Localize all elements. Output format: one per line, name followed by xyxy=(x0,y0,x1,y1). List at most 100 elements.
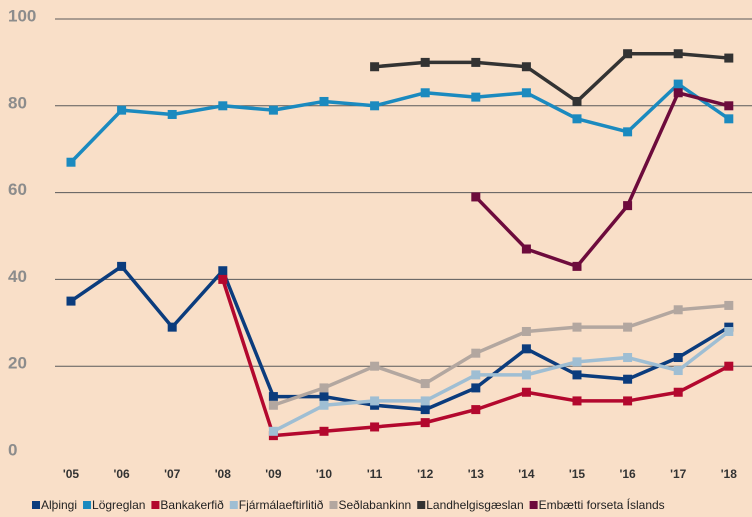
x-tick-label: '13 xyxy=(468,467,485,481)
point-marker xyxy=(673,366,683,376)
point-marker xyxy=(370,422,380,432)
point-marker xyxy=(724,300,734,310)
point-marker xyxy=(218,274,228,284)
point-marker xyxy=(724,101,734,111)
point-marker xyxy=(218,101,228,111)
series-line xyxy=(69,82,730,164)
point-marker xyxy=(319,426,329,436)
y-tick-label: 80 xyxy=(8,93,27,112)
legend-swatch xyxy=(229,501,238,509)
point-marker xyxy=(572,114,582,124)
legend-swatch xyxy=(32,501,40,509)
point-marker xyxy=(370,361,380,371)
point-marker xyxy=(673,387,683,397)
point-marker xyxy=(471,57,481,67)
point-marker xyxy=(572,370,582,380)
point-marker xyxy=(167,322,177,332)
point-marker xyxy=(420,418,430,428)
x-tick-label: '09 xyxy=(265,467,282,481)
legend-swatch xyxy=(329,501,338,509)
point-marker xyxy=(521,387,531,397)
point-marker xyxy=(521,344,531,354)
point-marker xyxy=(521,62,531,72)
legend-swatch xyxy=(151,501,160,509)
legend-label: Landhelgisgæslan xyxy=(426,498,523,512)
x-tick-label: '05 xyxy=(63,467,80,481)
point-marker xyxy=(420,57,430,67)
point-marker xyxy=(471,405,481,415)
point-marker xyxy=(218,266,228,276)
point-marker xyxy=(724,361,734,371)
point-marker xyxy=(319,392,329,402)
point-marker xyxy=(673,49,683,59)
point-marker xyxy=(521,244,531,254)
legend-label: Embætti forseta Íslands xyxy=(539,497,665,512)
point-marker xyxy=(319,96,329,106)
legend-label: Alþingi xyxy=(41,498,77,512)
point-marker xyxy=(572,261,582,271)
legend-label: Fjármálaeftirlitið xyxy=(239,498,324,512)
point-marker xyxy=(420,396,430,406)
x-tick-label: '15 xyxy=(569,467,586,481)
point-marker xyxy=(572,96,582,106)
point-marker xyxy=(521,88,531,98)
x-tick-label: '12 xyxy=(417,467,434,481)
series-line xyxy=(374,51,729,104)
legend-swatch xyxy=(529,501,538,509)
point-marker xyxy=(724,114,734,124)
y-tick-label: 0 xyxy=(8,440,17,459)
series-line xyxy=(272,303,729,407)
legend-label: Seðlabankinn xyxy=(338,498,411,512)
point-marker xyxy=(572,357,582,367)
point-marker xyxy=(471,348,481,358)
point-marker xyxy=(673,88,683,98)
point-marker xyxy=(117,105,127,115)
point-marker xyxy=(521,326,531,336)
point-marker xyxy=(471,92,481,102)
point-marker xyxy=(370,62,380,72)
point-marker xyxy=(623,322,633,332)
legend-swatch xyxy=(83,501,92,509)
y-tick-label: 100 xyxy=(8,6,36,25)
x-tick-label: '08 xyxy=(215,467,232,481)
point-marker xyxy=(319,383,329,393)
x-tick-label: '14 xyxy=(518,467,535,481)
point-marker xyxy=(268,400,278,410)
point-marker xyxy=(420,405,430,415)
x-tick-label: '10 xyxy=(316,467,333,481)
point-marker xyxy=(572,396,582,406)
legend-label: Lögreglan xyxy=(92,498,145,512)
y-tick-label: 20 xyxy=(8,354,27,373)
x-tick-label: '16 xyxy=(619,467,636,481)
x-tick-label: '06 xyxy=(113,467,130,481)
x-tick-label: '07 xyxy=(164,467,181,481)
legend-swatch xyxy=(417,501,426,509)
point-marker xyxy=(623,201,633,211)
point-marker xyxy=(66,157,76,167)
point-marker xyxy=(623,396,633,406)
point-marker xyxy=(471,383,481,393)
point-marker xyxy=(623,374,633,384)
point-marker xyxy=(623,353,633,363)
point-marker xyxy=(268,426,278,436)
point-marker xyxy=(117,261,127,271)
x-tick-label: '18 xyxy=(721,467,738,481)
point-marker xyxy=(623,127,633,137)
point-marker xyxy=(370,101,380,111)
point-marker xyxy=(572,322,582,332)
point-marker xyxy=(673,79,683,89)
point-marker xyxy=(471,370,481,380)
point-marker xyxy=(268,392,278,402)
point-marker xyxy=(66,296,76,306)
point-marker xyxy=(319,400,329,410)
point-marker xyxy=(370,396,380,406)
point-marker xyxy=(623,49,633,59)
y-tick-label: 40 xyxy=(8,267,27,286)
legend-label: Bankakerfið xyxy=(160,498,224,512)
point-marker xyxy=(673,353,683,363)
y-tick-label: 60 xyxy=(8,180,27,199)
series-line xyxy=(70,264,730,412)
series-line xyxy=(272,330,730,433)
point-marker xyxy=(420,379,430,389)
point-marker xyxy=(167,109,177,119)
